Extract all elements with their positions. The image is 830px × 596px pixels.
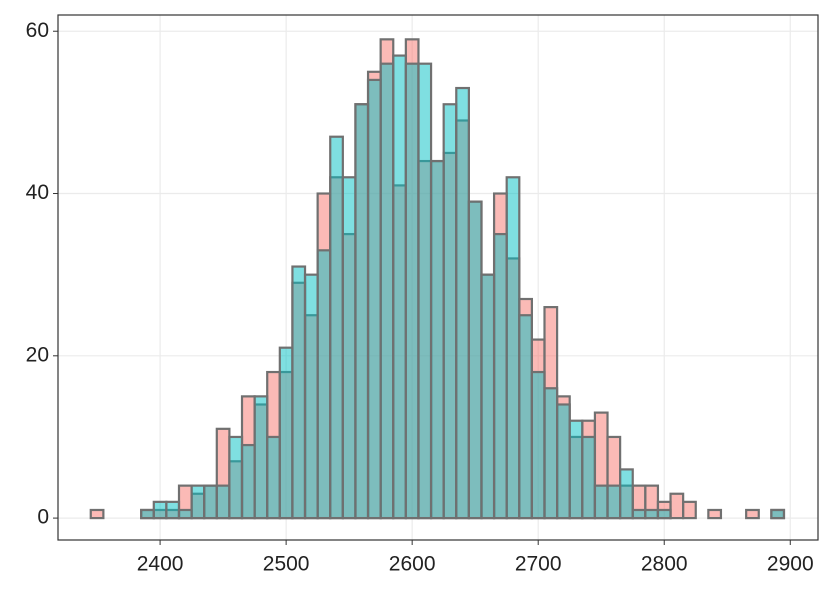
histogram-bar (417, 62, 433, 520)
histogram-bar (316, 249, 332, 520)
histogram-bar (707, 508, 723, 520)
x-tick-label: 2900 (767, 553, 814, 576)
histogram-bar (341, 176, 357, 520)
histogram-bar (656, 508, 672, 520)
histogram-bar (203, 484, 218, 520)
histogram-bar (682, 500, 697, 520)
histogram-bar (329, 135, 344, 520)
histogram-bar (467, 200, 483, 520)
histogram-bar (581, 435, 597, 520)
histogram-bar (442, 103, 458, 520)
histogram-bar (366, 78, 382, 520)
y-tick-label: 0 (37, 506, 49, 529)
x-tick-label: 2400 (137, 553, 184, 576)
x-tick-label: 2500 (263, 553, 310, 576)
histogram-bar (480, 273, 496, 520)
y-tick-label: 40 (26, 181, 49, 204)
histogram-bar (568, 419, 584, 520)
histogram-bar (770, 508, 786, 520)
histogram-bar (492, 232, 508, 520)
histogram-bar (631, 508, 647, 520)
histogram-bar (177, 508, 193, 520)
histogram-bar (354, 103, 370, 520)
histogram-bar (505, 176, 521, 520)
y-tick-label: 20 (26, 343, 49, 366)
histogram-bar (215, 484, 231, 520)
histogram-bar (543, 387, 559, 520)
histogram-bar (745, 508, 760, 520)
histogram-bar (392, 54, 407, 520)
histogram-bar (379, 62, 395, 520)
histogram-bar (303, 273, 319, 520)
x-tick-label: 2700 (515, 553, 562, 576)
plot-frame (57, 14, 819, 541)
histogram-bar (240, 443, 256, 520)
x-tick-label: 2600 (389, 553, 436, 576)
histogram-bar (455, 86, 470, 520)
histogram-bar (140, 508, 155, 520)
histogram-bar (518, 314, 533, 520)
histogram-bar (190, 484, 206, 520)
histogram-bar (89, 508, 105, 520)
histogram-bar (556, 403, 571, 520)
y-tick-label: 60 (26, 19, 49, 42)
histogram-bar (669, 492, 685, 520)
histogram-bar (429, 159, 445, 520)
histogram-bar (291, 265, 307, 520)
histogram-bar (606, 484, 622, 520)
histogram-bar (278, 346, 294, 520)
histogram-bar (593, 484, 609, 520)
histogram-bar (152, 500, 168, 520)
histogram-bar (228, 435, 244, 520)
histogram-bar (530, 370, 546, 520)
histogram-bar (253, 395, 269, 520)
x-tick-label: 2800 (641, 553, 688, 576)
histogram-bar (404, 62, 420, 520)
histogram-bar (644, 508, 660, 520)
histogram-bar (619, 468, 634, 520)
histogram-bar (165, 500, 181, 520)
histogram-bar (266, 435, 281, 520)
